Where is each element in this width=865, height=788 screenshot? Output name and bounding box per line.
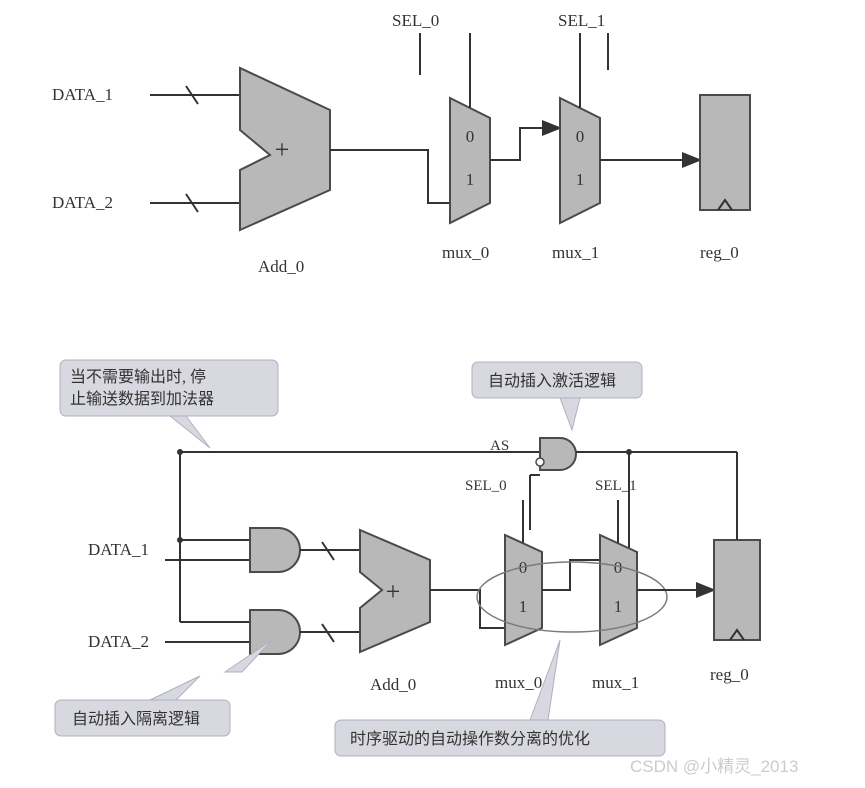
and-gate-2 <box>250 610 300 654</box>
callout-bottom-center: 时序驱动的自动操作数分离的优化 <box>335 640 665 756</box>
svg-text:止输送数据到加法器: 止输送数据到加法器 <box>70 390 214 408</box>
mux1-in1-bot: 1 <box>614 597 623 616</box>
label-data1-top: DATA_1 <box>52 85 113 104</box>
mux0-bot <box>505 535 542 645</box>
reg0-label-top: reg_0 <box>700 243 739 262</box>
mux0-in0-top: 0 <box>466 127 475 146</box>
mux1-label-bot: mux_1 <box>592 673 639 692</box>
mux1-bot <box>600 535 637 645</box>
top-diagram: DATA_1 DATA_2 + Add_0 0 1 mux_0 SEL_0 0 … <box>52 11 750 276</box>
sel0-label-bot: SEL_0 <box>465 478 507 494</box>
mux1-top <box>560 98 600 223</box>
mux0-in1-bot: 1 <box>519 597 528 616</box>
bottom-diagram: 当不需要输出时, 停 止输送数据到加法器 自动插入激活逻辑 AS SEL_0 S… <box>55 360 760 756</box>
svg-text:当不需要输出时, 停: 当不需要输出时, 停 <box>70 368 206 386</box>
mux0-label-bot: mux_0 <box>495 673 542 692</box>
reg0-top <box>700 95 750 210</box>
mux1-in1-top: 1 <box>576 170 585 189</box>
svg-text:自动插入隔离逻辑: 自动插入隔离逻辑 <box>72 710 200 728</box>
reg0-label-bot: reg_0 <box>710 665 749 684</box>
mux0-in1-top: 1 <box>466 170 475 189</box>
and-activation <box>540 438 576 470</box>
sel1-label-bot: SEL_1 <box>595 478 637 494</box>
label-data2-top: DATA_2 <box>52 193 113 212</box>
mux1-in0-top: 0 <box>576 127 585 146</box>
callout-top-right: 自动插入激活逻辑 <box>472 362 642 430</box>
watermark: CSDN @小精灵_2013 <box>630 757 798 776</box>
mux0-top <box>450 98 490 223</box>
sel1-label-top: SEL_1 <box>558 11 605 30</box>
sel0-label-top: SEL_0 <box>392 11 439 30</box>
svg-text:时序驱动的自动操作数分离的优化: 时序驱动的自动操作数分离的优化 <box>350 730 590 748</box>
label-data2-bot: DATA_2 <box>88 632 149 651</box>
callout-top-left: 当不需要输出时, 停 止输送数据到加法器 <box>60 360 278 448</box>
mux0-label-top: mux_0 <box>442 243 489 262</box>
mux1-label-top: mux_1 <box>552 243 599 262</box>
adder-symbol-top: + <box>275 135 290 164</box>
adder-label-top: Add_0 <box>258 257 304 276</box>
adder-symbol-bot: + <box>386 577 401 606</box>
callout-bottom-left: 自动插入隔离逻辑 <box>55 640 272 736</box>
svg-text:自动插入激活逻辑: 自动插入激活逻辑 <box>488 372 616 390</box>
label-data1-bot: DATA_1 <box>88 540 149 559</box>
and-gate-1 <box>250 528 300 572</box>
reg0-bot <box>714 540 760 640</box>
adder-label-bot: Add_0 <box>370 675 416 694</box>
